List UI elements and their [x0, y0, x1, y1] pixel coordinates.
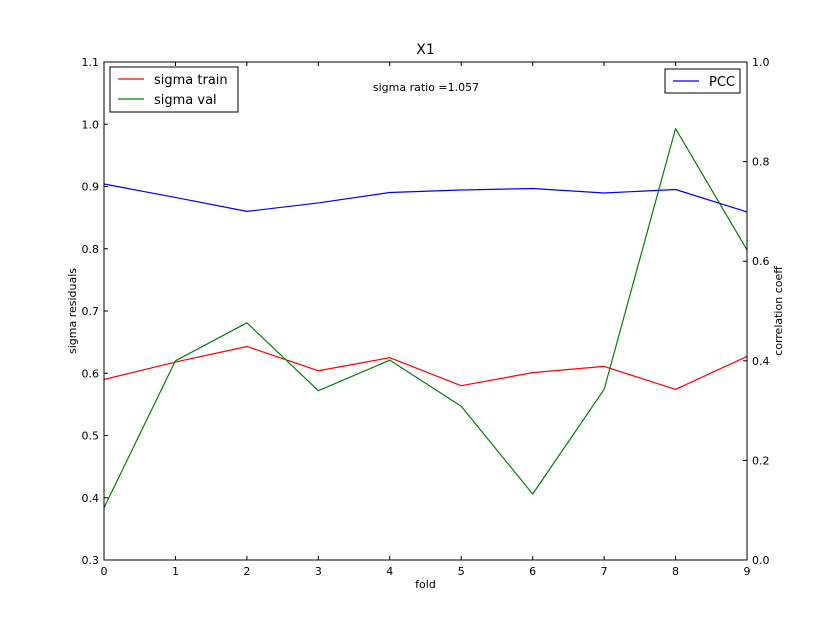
legend-label-pcc: PCC	[709, 75, 735, 90]
chart-title: X1	[416, 42, 435, 58]
y-tick-label-left: 0.7	[82, 305, 100, 318]
x-tick-label: 6	[529, 565, 536, 578]
y-tick-label-left: 1.0	[82, 118, 100, 131]
y-axis-title-left: sigma residuals	[66, 268, 79, 354]
x-tick-label: 4	[386, 565, 393, 578]
legend-right: PCC	[664, 68, 741, 94]
plot-area	[104, 62, 747, 560]
x-tick-label: 9	[744, 565, 751, 578]
y-tick-label-left: 0.8	[82, 243, 100, 256]
legend-left-box	[109, 66, 239, 113]
y-tick-label-right: 1.0	[752, 56, 770, 69]
x-tick-label: 5	[458, 565, 465, 578]
x-tick-label: 0	[101, 565, 108, 578]
x-tick-label: 7	[601, 565, 608, 578]
series-layer	[103, 128, 748, 508]
y-tick-label-left: 0.4	[82, 492, 100, 505]
y-tick-label-left: 0.6	[82, 367, 100, 380]
y-tick-label-left: 0.9	[82, 181, 100, 194]
y-tick-label-left: 1.1	[82, 56, 100, 69]
y-tick-label-right: 0.0	[752, 554, 770, 567]
legend-label-sigma-train: sigma train	[154, 73, 228, 88]
x-tick-label: 1	[172, 565, 179, 578]
series-line-sigma-train	[103, 345, 748, 391]
legend-left: sigma train sigma val	[109, 66, 239, 113]
sigma-ratio-annotation: sigma ratio =1.057	[373, 81, 479, 94]
x-tick-label: 8	[672, 565, 679, 578]
legend-label-sigma-val: sigma val	[154, 93, 217, 108]
x-axis-title: fold	[415, 578, 436, 591]
x-tick-label: 2	[243, 565, 250, 578]
y-tick-label-right: 0.2	[752, 454, 770, 467]
y-tick-label-left: 0.5	[82, 430, 100, 443]
y-tick-label-right: 0.8	[752, 156, 770, 169]
series-line-pcc	[103, 183, 748, 213]
x-tick-label: 3	[315, 565, 322, 578]
ticks-layer: 0 1 2 3 4 5 6 7 8 9 0.3 0.4 0.5 0.6 0.7 0.8 0.9 1.0 1.1 0.0…	[82, 56, 770, 578]
series-line-sigma-val	[103, 128, 748, 508]
y-axis-title-right: correlation coeff	[772, 266, 785, 356]
y-tick-label-right: 0.4	[752, 355, 770, 368]
y-tick-label-right: 0.6	[752, 255, 770, 268]
y-tick-label-left: 0.3	[82, 554, 100, 567]
